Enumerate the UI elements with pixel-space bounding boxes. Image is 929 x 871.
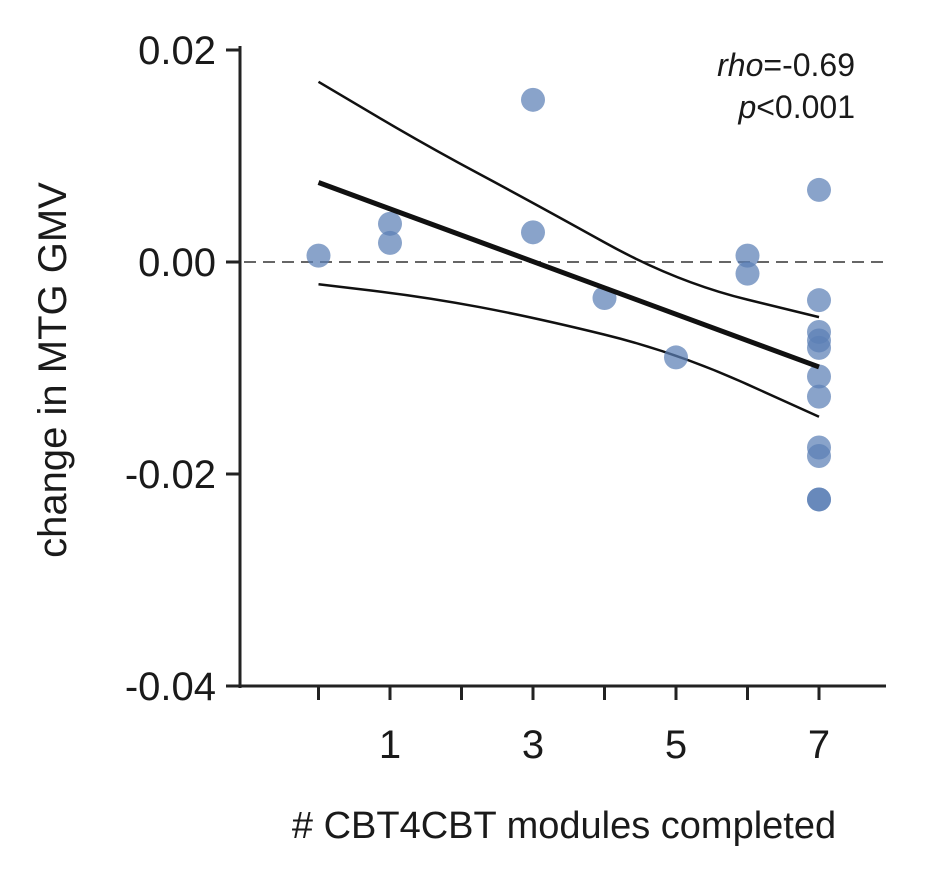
y-tick-label: 0.02 xyxy=(138,29,216,73)
ci-lower-line xyxy=(318,283,820,418)
axes xyxy=(238,46,886,688)
data-point xyxy=(807,288,831,313)
data-point xyxy=(807,443,831,468)
y-tick-label: 0.00 xyxy=(138,241,216,285)
y-axis-label: change in MTG GMV xyxy=(31,182,75,558)
data-point xyxy=(378,211,402,236)
data-point xyxy=(807,384,831,409)
p-annotation: p<0.001 xyxy=(737,89,855,125)
y-tick-label: -0.02 xyxy=(125,453,216,497)
data-point xyxy=(807,335,831,360)
y-tick-label: -0.04 xyxy=(125,665,216,709)
data-point xyxy=(807,364,831,389)
regression-line xyxy=(317,180,820,370)
x-tick-label: 5 xyxy=(665,723,687,767)
rho-label: rho xyxy=(717,47,763,83)
ci-upper-line xyxy=(317,80,820,319)
data-point xyxy=(378,230,402,255)
p-value: <0.001 xyxy=(756,89,855,125)
x-tick-label: 3 xyxy=(522,723,544,767)
data-point xyxy=(306,243,331,268)
data-point xyxy=(807,177,831,202)
data-point xyxy=(521,87,545,112)
x-tick-label: 7 xyxy=(808,723,830,767)
data-point xyxy=(735,261,760,286)
data-point xyxy=(664,345,688,370)
data-point xyxy=(521,220,545,245)
data-point xyxy=(807,487,831,512)
rho-annotation: rho=-0.69 xyxy=(717,47,855,83)
p-label: p xyxy=(737,89,756,125)
x-axis-label: # CBT4CBT modules completed xyxy=(292,805,836,847)
x-tick-label: 1 xyxy=(379,723,401,767)
data-point xyxy=(735,243,760,268)
rho-value: =-0.69 xyxy=(763,47,855,83)
